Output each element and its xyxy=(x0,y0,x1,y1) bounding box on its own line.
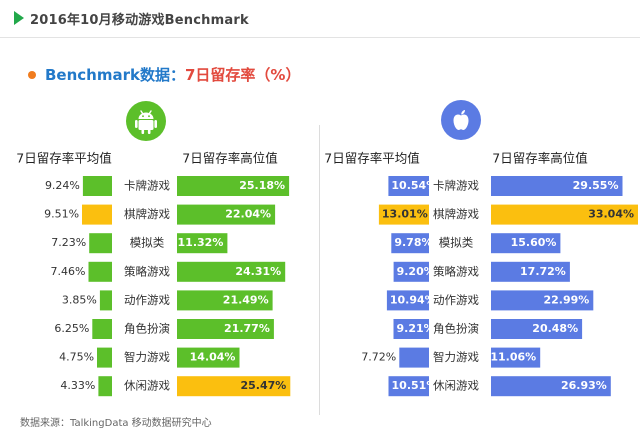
avg-bar xyxy=(97,347,112,368)
avg-bar xyxy=(82,176,112,196)
category-label: 模拟类 xyxy=(130,236,165,250)
page-title: 2016年10月移动游戏Benchmark xyxy=(30,13,249,28)
high-bar xyxy=(177,176,290,196)
category-label: 动作游戏 xyxy=(433,293,479,307)
high-column-header: 7日留存率高位值 xyxy=(492,151,587,166)
avg-bar xyxy=(92,319,112,339)
panel-divider xyxy=(319,125,320,415)
high-value-label: 33.04% xyxy=(588,208,634,221)
avg-value-label: 7.72% xyxy=(361,351,396,364)
high-value-label: 22.99% xyxy=(543,293,589,306)
avg-value-label: 7.23% xyxy=(51,236,86,249)
category-label: 模拟类 xyxy=(439,236,474,250)
avg-value-label: 7.46% xyxy=(51,265,86,278)
high-value-label: 21.49% xyxy=(223,293,269,306)
high-bar xyxy=(177,290,273,311)
high-value-label: 25.18% xyxy=(239,179,285,192)
high-value-label: 25.47% xyxy=(241,379,287,392)
avg-column-header: 7日留存率平均值 xyxy=(324,151,419,166)
avg-bar xyxy=(99,290,112,311)
high-value-label: 11.06% xyxy=(490,351,536,364)
category-label: 卡牌游戏 xyxy=(433,179,479,193)
high-bar xyxy=(491,290,594,311)
high-value-label: 15.60% xyxy=(511,236,557,249)
category-label: 智力游戏 xyxy=(433,350,479,364)
subtitle-part2: 7日留存率（%） xyxy=(184,66,301,84)
category-label: 策略游戏 xyxy=(124,264,170,278)
high-bar xyxy=(491,319,583,339)
avg-value-label: 10.54% xyxy=(391,179,437,192)
avg-value-label: 9.24% xyxy=(45,179,80,192)
apple-icon xyxy=(441,100,481,140)
high-value-label: 17.72% xyxy=(520,265,566,278)
category-label: 棋牌游戏 xyxy=(433,207,479,221)
avg-bar xyxy=(388,176,429,196)
avg-value-label: 9.51% xyxy=(44,208,79,221)
avg-bar xyxy=(378,204,429,225)
high-column-header: 7日留存率高位值 xyxy=(182,151,277,166)
avg-value-label: 9.21% xyxy=(397,322,435,335)
play-triangle-icon xyxy=(14,11,24,25)
high-value-label: 29.55% xyxy=(573,179,619,192)
avg-value-label: 9.20% xyxy=(397,265,435,278)
avg-value-label: 6.25% xyxy=(54,322,89,335)
avg-bar xyxy=(388,376,429,397)
category-label: 棋牌游戏 xyxy=(124,207,170,221)
category-label: 休闲游戏 xyxy=(124,379,170,393)
high-value-label: 22.04% xyxy=(225,208,271,221)
avg-value-label: 4.33% xyxy=(60,379,95,392)
category-label: 卡牌游戏 xyxy=(124,179,170,193)
avg-bar xyxy=(82,204,112,225)
bullet-dot-icon xyxy=(28,71,36,79)
high-bar xyxy=(177,204,276,225)
high-bar xyxy=(491,347,541,368)
data-source-note: 数据来源：TalkingData 移动数据研究中心 xyxy=(20,418,212,429)
category-label: 休闲游戏 xyxy=(433,379,479,393)
subtitle-text: Benchmark数据：7日留存率（%） xyxy=(45,64,300,85)
high-value-label: 11.32% xyxy=(178,236,224,249)
avg-bar xyxy=(399,347,429,368)
high-value-label: 21.77% xyxy=(224,322,270,335)
category-label: 智力游戏 xyxy=(124,350,170,364)
high-bar xyxy=(491,261,570,282)
avg-value-label: 9.78% xyxy=(394,236,432,249)
high-bar xyxy=(491,204,638,225)
avg-bar xyxy=(88,261,112,282)
high-bar xyxy=(177,319,274,339)
avg-bar xyxy=(393,319,429,339)
high-value-label: 20.48% xyxy=(532,322,578,335)
category-label: 动作游戏 xyxy=(124,293,170,307)
high-value-label: 24.31% xyxy=(235,265,281,278)
android-icon xyxy=(126,101,166,141)
avg-bar xyxy=(391,233,429,254)
avg-bar xyxy=(89,233,112,254)
avg-bar xyxy=(98,376,112,397)
high-bar xyxy=(177,347,240,368)
header: 2016年10月移动游戏Benchmark xyxy=(0,0,640,38)
avg-column-header: 7日留存率平均值 xyxy=(16,151,111,166)
high-bar xyxy=(177,261,286,282)
category-label: 角色扮演 xyxy=(124,322,170,336)
high-bar xyxy=(491,376,611,397)
category-label: 策略游戏 xyxy=(433,264,479,278)
avg-value-label: 10.94% xyxy=(390,293,436,306)
high-bar xyxy=(491,233,561,254)
avg-value-label: 13.01% xyxy=(382,208,428,221)
high-value-label: 14.04% xyxy=(190,351,236,364)
high-bar xyxy=(177,233,228,254)
avg-value-label: 4.75% xyxy=(59,351,94,364)
subtitle-part1: Benchmark数据： xyxy=(45,66,185,84)
high-value-label: 26.93% xyxy=(561,379,607,392)
avg-bar xyxy=(393,261,429,282)
avg-value-label: 3.85% xyxy=(62,293,97,306)
header-rule xyxy=(0,37,640,38)
high-bar xyxy=(177,376,291,397)
avg-bar xyxy=(386,290,429,311)
category-label: 角色扮演 xyxy=(433,322,479,336)
avg-value-label: 10.51% xyxy=(392,379,438,392)
high-bar xyxy=(491,176,623,196)
